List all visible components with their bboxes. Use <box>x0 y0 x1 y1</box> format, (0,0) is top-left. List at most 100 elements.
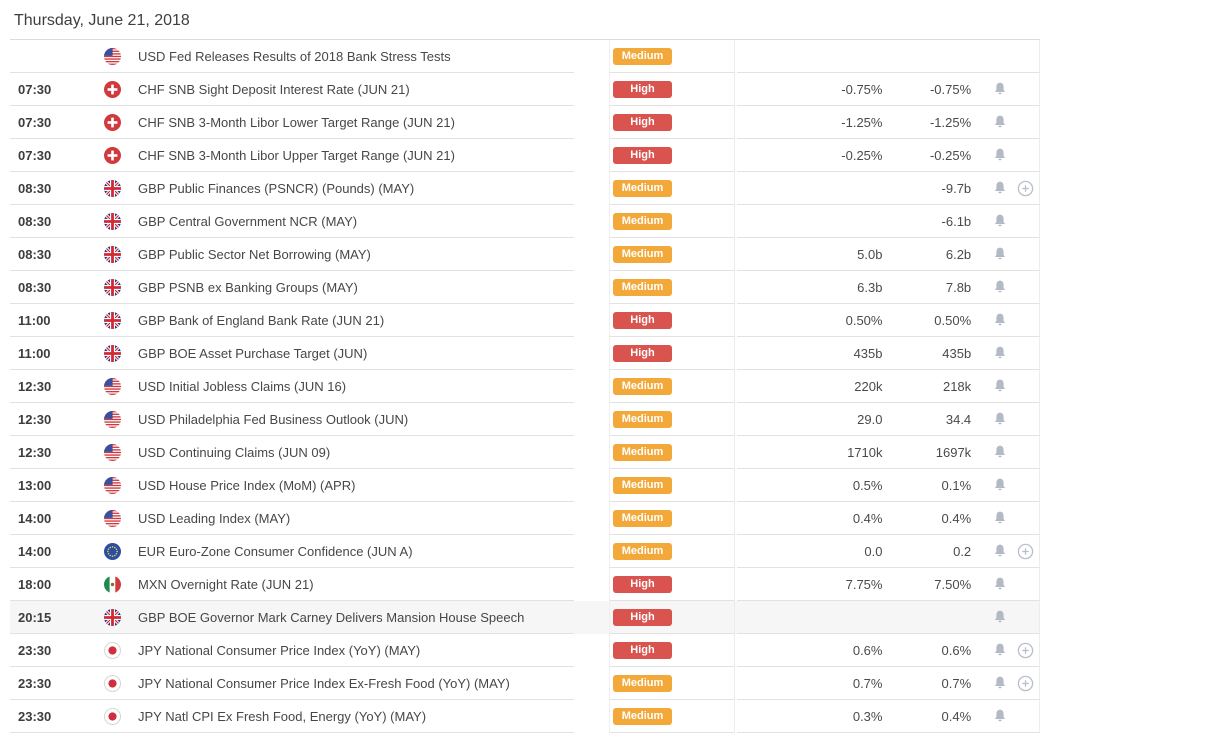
forecast-value: 220k <box>854 378 883 394</box>
event-title: GBP PSNB ex Banking Groups (MAY) <box>138 279 358 295</box>
event-title: JPY National Consumer Price Index Ex-Fre… <box>138 675 510 691</box>
previous-value: 7.8b <box>945 279 972 295</box>
event-main-cell: USD Fed Releases Results of 2018 Bank St… <box>10 40 574 73</box>
bell-icon[interactable] <box>992 510 1008 526</box>
forecast-value: -0.75% <box>841 81 883 97</box>
event-row[interactable]: 12:30 USD Initial Jobless Claims (JUN 16)… <box>10 370 1040 403</box>
importance-cell: Medium <box>609 436 735 469</box>
gb-flag-icon <box>103 179 121 197</box>
event-row[interactable]: 12:30 USD Philadelphia Fed Business Outlo… <box>10 403 1040 436</box>
event-row[interactable]: 08:30 GBP Public Finances (PSNCR) (Pounds… <box>10 172 1040 205</box>
bell-icon[interactable] <box>992 576 1008 592</box>
bell-icon[interactable] <box>992 609 1008 625</box>
us-flag-icon <box>103 509 121 527</box>
event-row[interactable]: 08:30 GBP Central Government NCR (MAY) Med… <box>10 205 1040 238</box>
expand-icon[interactable] <box>1017 543 1034 560</box>
event-title: JPY National Consumer Price Index (YoY) … <box>138 642 421 658</box>
event-row[interactable]: 13:00 USD House Price Index (MoM) (APR) Me… <box>10 469 1040 502</box>
previous-value: 0.2 <box>953 543 972 559</box>
forecast-value: 6.3b <box>857 279 883 295</box>
importance-badge: Medium <box>613 410 672 428</box>
bell-icon[interactable] <box>992 477 1008 493</box>
us-flag-icon <box>103 47 121 65</box>
gb-flag-icon <box>103 212 121 230</box>
importance-cell: Medium <box>609 40 735 73</box>
values-cell: 0.4% 0.4% <box>737 502 1040 535</box>
event-row[interactable]: USD Fed Releases Results of 2018 Bank St… <box>10 40 1040 73</box>
event-row[interactable]: 23:30 JPY National Consumer Price Index E… <box>10 667 1040 700</box>
us-flag-icon <box>103 410 121 428</box>
event-title: CHF SNB 3-Month Libor Upper Target Range… <box>138 147 455 163</box>
event-row[interactable]: 08:30 GBP PSNB ex Banking Groups (MAY) Med… <box>10 271 1040 304</box>
event-main-cell: 07:30 CHF SNB 3-Month Libor Upper Target … <box>10 139 574 172</box>
bell-icon[interactable] <box>992 81 1008 97</box>
event-time: 23:30 <box>18 708 52 724</box>
forecast-value: 29.0 <box>857 411 883 427</box>
event-row[interactable]: 07:30 CHF SNB 3-Month Libor Upper Target … <box>10 139 1040 172</box>
importance-badge: Medium <box>613 377 672 395</box>
importance-badge: Medium <box>613 47 672 65</box>
event-row[interactable]: 07:30 CHF SNB Sight Deposit Interest Rate… <box>10 73 1040 106</box>
event-title: USD Fed Releases Results of 2018 Bank St… <box>138 48 451 64</box>
importance-cell: High <box>609 304 735 337</box>
bell-icon[interactable] <box>992 114 1008 130</box>
event-title: MXN Overnight Rate (JUN 21) <box>138 576 314 592</box>
event-row[interactable]: 07:30 CHF SNB 3-Month Libor Lower Target … <box>10 106 1040 139</box>
event-main-cell: 12:30 USD Philadelphia Fed Business Outlo… <box>10 403 574 436</box>
bell-icon[interactable] <box>992 378 1008 394</box>
importance-cell: High <box>609 73 735 106</box>
economic-calendar: Thursday, June 21, 2018 USD Fed Releases… <box>10 0 1040 733</box>
previous-value: 0.6% <box>941 642 972 658</box>
bell-icon[interactable] <box>992 708 1008 724</box>
bell-icon[interactable] <box>992 411 1008 427</box>
event-time: 08:30 <box>18 246 52 262</box>
values-cell: 0.50% 0.50% <box>737 304 1040 337</box>
expand-icon[interactable] <box>1017 180 1034 197</box>
event-row[interactable]: 23:30 JPY Natl CPI Ex Fresh Food, Energy … <box>10 700 1040 733</box>
event-row[interactable]: 20:15 GBP BOE Governor Mark Carney Delive… <box>10 601 1040 634</box>
previous-value: 0.4% <box>941 510 972 526</box>
forecast-value: 7.75% <box>845 576 883 592</box>
importance-badge: Medium <box>613 707 672 725</box>
event-row[interactable]: 11:00 GBP BOE Asset Purchase Target (JUN)… <box>10 337 1040 370</box>
event-row[interactable]: 12:30 USD Continuing Claims (JUN 09) Mediu… <box>10 436 1040 469</box>
event-title: USD Philadelphia Fed Business Outlook (J… <box>138 411 409 427</box>
bell-icon[interactable] <box>992 180 1008 196</box>
bell-icon[interactable] <box>992 312 1008 328</box>
ch-flag-icon <box>103 113 121 131</box>
event-row[interactable]: 18:00 MXN Overnight Rate (JUN 21) High 7.75… <box>10 568 1040 601</box>
gb-flag-icon <box>103 608 121 626</box>
values-cell: 220k 218k <box>737 370 1040 403</box>
bell-icon[interactable] <box>992 543 1008 559</box>
bell-icon[interactable] <box>992 345 1008 361</box>
forecast-value: 1710k <box>847 444 883 460</box>
importance-badge: Medium <box>613 278 672 296</box>
event-row[interactable]: 23:30 JPY National Consumer Price Index (… <box>10 634 1040 667</box>
importance-cell: Medium <box>609 469 735 502</box>
values-cell <box>737 601 1040 634</box>
event-row[interactable]: 08:30 GBP Public Sector Net Borrowing (MA… <box>10 238 1040 271</box>
forecast-value: 0.4% <box>852 510 883 526</box>
event-row[interactable]: 14:00 EUR Euro-Zone Consumer Confidence (… <box>10 535 1040 568</box>
event-row[interactable]: 11:00 GBP Bank of England Bank Rate (JUN … <box>10 304 1040 337</box>
bell-icon[interactable] <box>992 279 1008 295</box>
expand-icon[interactable] <box>1017 675 1034 692</box>
values-cell: -9.7b <box>737 172 1040 205</box>
event-title: GBP BOE Asset Purchase Target (JUN) <box>138 345 368 361</box>
values-cell: 1710k 1697k <box>737 436 1040 469</box>
importance-cell: High <box>609 106 735 139</box>
bell-icon[interactable] <box>992 675 1008 691</box>
bell-icon[interactable] <box>992 642 1008 658</box>
bell-icon[interactable] <box>992 444 1008 460</box>
expand-icon[interactable] <box>1017 642 1034 659</box>
event-time: 14:00 <box>18 543 52 559</box>
bell-icon[interactable] <box>992 213 1008 229</box>
event-row[interactable]: 14:00 USD Leading Index (MAY) Medium 0.4% 0.… <box>10 502 1040 535</box>
event-title: USD Leading Index (MAY) <box>138 510 291 526</box>
bell-icon[interactable] <box>992 246 1008 262</box>
importance-cell: Medium <box>609 667 735 700</box>
bell-icon[interactable] <box>992 147 1008 163</box>
importance-badge: High <box>613 641 672 659</box>
event-time: 08:30 <box>18 180 52 196</box>
event-main-cell: 18:00 MXN Overnight Rate (JUN 21) <box>10 568 574 601</box>
